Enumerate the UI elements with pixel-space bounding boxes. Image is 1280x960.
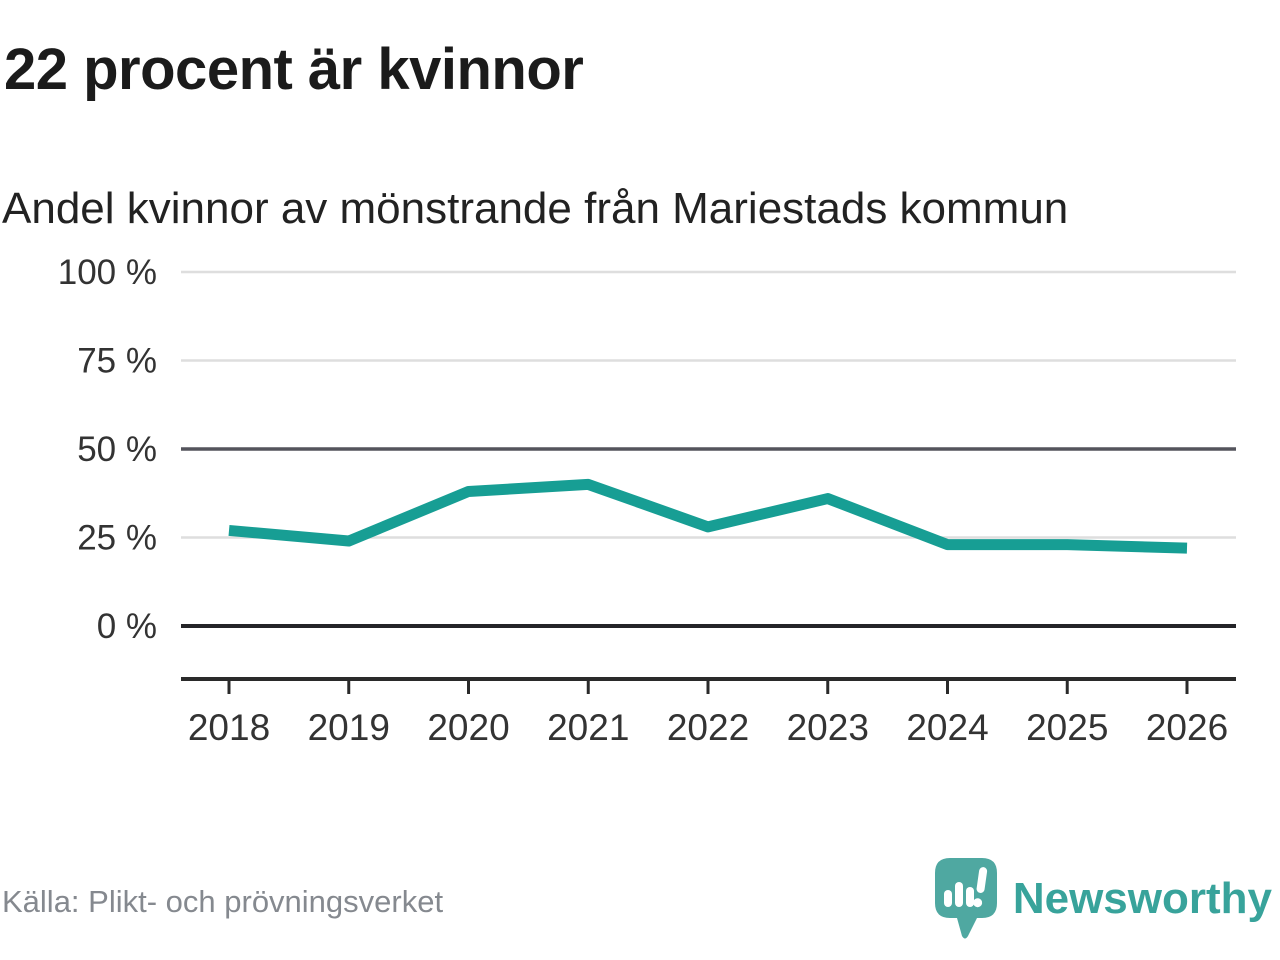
x-tick-label-2022: 2022	[667, 707, 749, 748]
y-tick-label-50: 50 %	[77, 430, 157, 469]
logo-bar-2	[954, 882, 963, 907]
x-tick-label-2019: 2019	[308, 707, 390, 748]
x-tick-label-2023: 2023	[787, 707, 869, 748]
source-note: Källa: Plikt- och prövningsverket	[2, 884, 444, 919]
x-tick-label-2018: 2018	[188, 707, 270, 748]
chart-subtitle: Andel kvinnor av mönstrande från Mariest…	[2, 184, 1069, 233]
brand-name: Newsworthy	[1012, 874, 1272, 923]
y-tick-label-0: 0 %	[97, 607, 157, 646]
logo-exclamation-dot	[972, 898, 982, 908]
logo-bar-1	[943, 890, 952, 907]
x-tick-label-2024: 2024	[906, 707, 988, 748]
x-tick-label-2021: 2021	[547, 707, 629, 748]
newsworthy-logo-icon	[934, 858, 997, 939]
data-line-andel-kvinnor-av-m-nstrande	[228, 478, 1188, 554]
logo-bar-3	[965, 887, 974, 907]
y-tick-label-25: 25 %	[77, 519, 157, 558]
y-tick-label-75: 75 %	[77, 342, 157, 381]
y-tick-label-100: 100 %	[58, 253, 157, 292]
logo-exclamation-bar	[976, 867, 987, 893]
page-title: 22 procent är kvinnor	[4, 37, 584, 102]
x-tick-label-2020: 2020	[427, 707, 509, 748]
x-tick-label-2025: 2025	[1026, 707, 1108, 748]
newsworthy-logo: Newsworthy	[933, 852, 1272, 946]
x-tick-label-2026: 2026	[1146, 707, 1228, 748]
